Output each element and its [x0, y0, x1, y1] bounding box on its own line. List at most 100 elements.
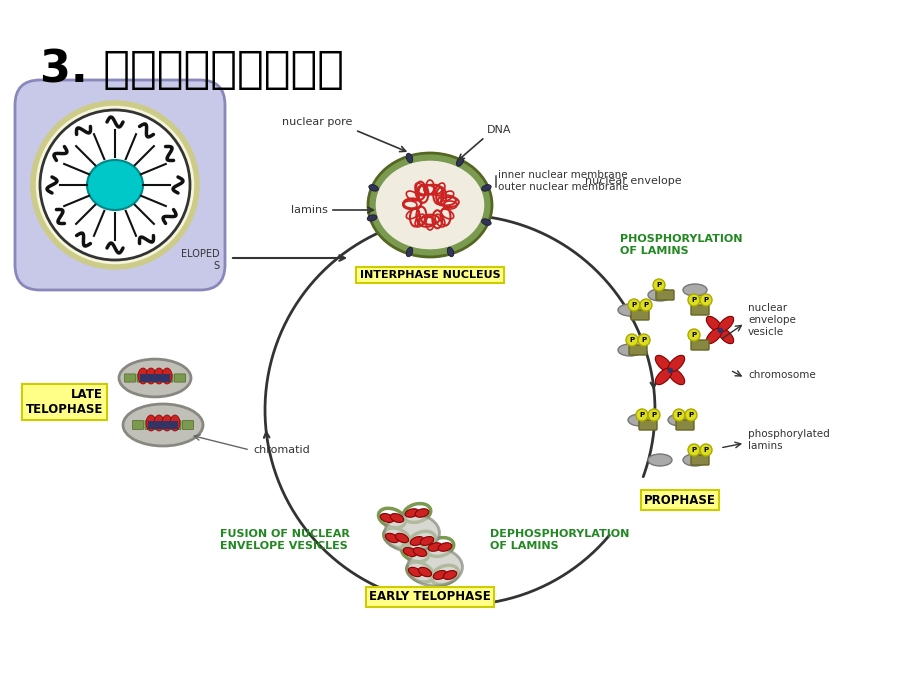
- Ellipse shape: [456, 157, 463, 166]
- Ellipse shape: [404, 509, 418, 518]
- Ellipse shape: [481, 185, 491, 191]
- Circle shape: [699, 444, 711, 456]
- Circle shape: [687, 329, 699, 341]
- Text: PHOSPHORYLATION
OF LAMINS: PHOSPHORYLATION OF LAMINS: [619, 234, 742, 256]
- Ellipse shape: [368, 153, 492, 257]
- Circle shape: [699, 294, 711, 306]
- FancyBboxPatch shape: [630, 310, 648, 320]
- Circle shape: [647, 409, 659, 421]
- Ellipse shape: [628, 414, 652, 426]
- FancyBboxPatch shape: [690, 305, 709, 315]
- Circle shape: [673, 409, 685, 421]
- Ellipse shape: [618, 304, 641, 316]
- Ellipse shape: [433, 571, 447, 580]
- Text: P: P: [691, 297, 696, 303]
- Text: DNA: DNA: [486, 125, 511, 135]
- Text: P: P: [691, 447, 696, 453]
- FancyBboxPatch shape: [15, 80, 225, 290]
- Text: P: P: [675, 412, 681, 418]
- Ellipse shape: [481, 219, 491, 226]
- Ellipse shape: [153, 368, 164, 384]
- Ellipse shape: [418, 567, 431, 577]
- Ellipse shape: [380, 513, 393, 522]
- Ellipse shape: [119, 359, 191, 397]
- Ellipse shape: [420, 537, 433, 546]
- Text: P: P: [691, 332, 696, 338]
- Text: DEPHOSPHORYLATION
OF LAMINS: DEPHOSPHORYLATION OF LAMINS: [490, 529, 629, 551]
- Ellipse shape: [414, 509, 428, 518]
- Ellipse shape: [682, 284, 706, 296]
- Ellipse shape: [146, 415, 156, 431]
- Text: INTERPHASE NUCLEUS: INTERPHASE NUCLEUS: [359, 270, 500, 280]
- FancyBboxPatch shape: [690, 455, 709, 465]
- Ellipse shape: [654, 368, 671, 384]
- Text: P: P: [651, 412, 656, 418]
- FancyBboxPatch shape: [145, 420, 156, 429]
- Ellipse shape: [384, 514, 439, 552]
- FancyBboxPatch shape: [690, 340, 709, 350]
- FancyBboxPatch shape: [137, 374, 148, 382]
- FancyBboxPatch shape: [170, 420, 181, 429]
- FancyBboxPatch shape: [124, 374, 135, 382]
- Ellipse shape: [667, 414, 691, 426]
- Text: P: P: [656, 282, 661, 288]
- Ellipse shape: [375, 160, 484, 250]
- Ellipse shape: [718, 316, 732, 332]
- Ellipse shape: [33, 103, 197, 267]
- Ellipse shape: [706, 328, 721, 344]
- Ellipse shape: [369, 185, 378, 191]
- Circle shape: [687, 444, 699, 456]
- Ellipse shape: [367, 215, 377, 221]
- FancyBboxPatch shape: [629, 345, 646, 355]
- Text: outer nuclear membrane: outer nuclear membrane: [497, 182, 628, 192]
- Ellipse shape: [427, 543, 441, 551]
- Text: P: P: [703, 297, 708, 303]
- FancyBboxPatch shape: [162, 374, 173, 382]
- Text: nuclear
envelope
vesicle: nuclear envelope vesicle: [747, 304, 795, 337]
- Text: inner nuclear membrane: inner nuclear membrane: [497, 170, 627, 180]
- Text: 3. 核仁消失、核膜破裂: 3. 核仁消失、核膜破裂: [40, 48, 344, 91]
- Ellipse shape: [146, 368, 156, 384]
- Text: P: P: [641, 337, 646, 343]
- Text: P: P: [687, 412, 693, 418]
- Text: nuclear pore: nuclear pore: [281, 117, 352, 127]
- FancyBboxPatch shape: [149, 374, 160, 382]
- FancyBboxPatch shape: [182, 420, 193, 429]
- Circle shape: [628, 299, 640, 311]
- Ellipse shape: [654, 355, 671, 372]
- Text: P: P: [629, 337, 634, 343]
- Ellipse shape: [87, 160, 142, 210]
- Bar: [140, 374, 170, 382]
- Ellipse shape: [647, 289, 671, 301]
- Ellipse shape: [395, 533, 408, 542]
- Ellipse shape: [408, 567, 421, 577]
- Ellipse shape: [403, 548, 416, 556]
- FancyBboxPatch shape: [157, 420, 168, 429]
- Text: LATE
TELOPHASE: LATE TELOPHASE: [26, 388, 103, 416]
- Ellipse shape: [706, 316, 721, 332]
- Ellipse shape: [162, 368, 172, 384]
- Text: chromosome: chromosome: [747, 370, 815, 380]
- Ellipse shape: [647, 454, 671, 466]
- Text: chromatid: chromatid: [253, 445, 310, 455]
- Ellipse shape: [718, 328, 732, 344]
- Circle shape: [652, 279, 664, 291]
- Ellipse shape: [162, 415, 172, 431]
- FancyBboxPatch shape: [675, 420, 693, 430]
- Text: lamins: lamins: [290, 205, 328, 215]
- Circle shape: [625, 334, 637, 346]
- Ellipse shape: [407, 548, 462, 586]
- Ellipse shape: [437, 543, 451, 551]
- Circle shape: [640, 299, 652, 311]
- FancyBboxPatch shape: [639, 420, 656, 430]
- Ellipse shape: [682, 454, 706, 466]
- Ellipse shape: [153, 415, 164, 431]
- Ellipse shape: [443, 571, 456, 580]
- Ellipse shape: [138, 368, 148, 384]
- Ellipse shape: [413, 548, 426, 556]
- Ellipse shape: [406, 153, 413, 163]
- FancyBboxPatch shape: [655, 290, 674, 300]
- Circle shape: [685, 409, 697, 421]
- Text: FUSION OF NUCLEAR
ENVELOPE VESICLES: FUSION OF NUCLEAR ENVELOPE VESICLES: [220, 529, 349, 551]
- Text: phosphorylated
lamins: phosphorylated lamins: [747, 429, 829, 451]
